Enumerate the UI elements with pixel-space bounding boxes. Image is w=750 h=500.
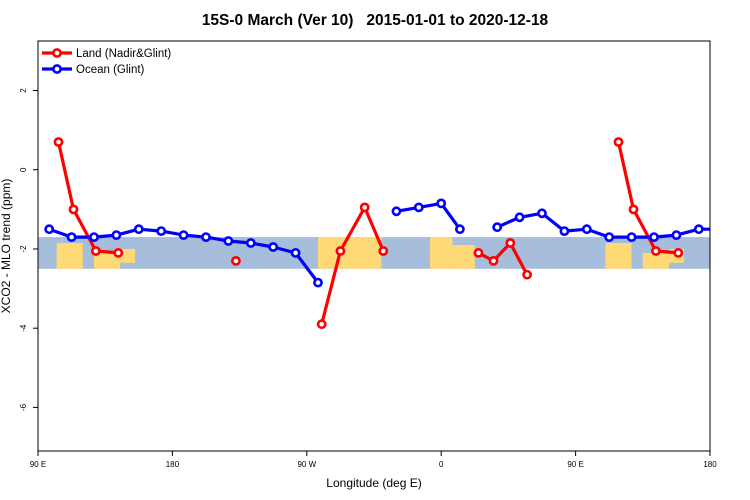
ocean-point-19 — [537, 208, 547, 219]
legend-ocean-label: Ocean (Glint) — [76, 64, 145, 76]
ocean-point-20 — [559, 226, 570, 236]
legend-land-label: Land (Nadir&Glint) — [76, 48, 171, 60]
x-tick-label-5: 180 — [703, 460, 717, 469]
ocean-point-13 — [391, 206, 402, 217]
land-point-11 — [505, 238, 516, 248]
chart-title: 15S-0 March (Ver 10) 2015-01-01 to 2020-… — [202, 12, 549, 29]
ocean-point-16 — [454, 224, 465, 235]
y-tick-label-2: -2 — [19, 245, 28, 253]
land-point-9 — [473, 247, 484, 258]
ocean-point-1 — [66, 232, 77, 242]
land-region-6 — [605, 243, 632, 269]
ocean-point-6 — [178, 230, 189, 240]
land-region-1 — [94, 252, 121, 269]
x-tick-label-2: 90 W — [297, 460, 316, 469]
ocean-point-25 — [671, 230, 682, 240]
x-tick-label-3: 0 — [439, 460, 444, 469]
y-tick-label-0: 2 — [19, 88, 28, 93]
land-point-1 — [68, 204, 79, 215]
y-tick-label-1: 0 — [19, 167, 28, 172]
land-point-5 — [316, 319, 327, 330]
ocean-point-8 — [223, 236, 234, 246]
y-axis-label: XCO2 - MLO trend (ppm) — [0, 179, 13, 314]
x-axis-label: Longitude (deg E) — [326, 476, 421, 490]
land-point-13 — [613, 137, 624, 147]
land-line-2 — [320, 205, 385, 325]
ocean-series — [44, 198, 725, 288]
ocean-point-5 — [156, 226, 167, 236]
land-point-14 — [628, 204, 639, 215]
legend-land-marker — [52, 48, 62, 58]
land-ocean-band — [38, 237, 710, 269]
x-axis: 90 E 180 90 W 0 90 E 180 — [30, 451, 717, 469]
legend: Land (Nadir&Glint) Ocean (Glint) — [42, 48, 171, 76]
ocean-point-27 — [718, 226, 725, 233]
land-region-5 — [452, 245, 475, 269]
x-tick-label-1: 180 — [166, 460, 180, 469]
land-region-7 — [642, 252, 669, 269]
land-point-2 — [91, 246, 101, 256]
land-point-6 — [335, 246, 346, 256]
land-region-4 — [430, 237, 453, 269]
land-point-7 — [359, 202, 370, 213]
land-region-3 — [318, 237, 382, 269]
land-line-0 — [56, 141, 119, 255]
ocean-point-4 — [133, 224, 144, 235]
land-region-2 — [120, 248, 136, 263]
land-point-12 — [522, 269, 532, 280]
ocean-point-3 — [111, 230, 122, 240]
land-point-16 — [673, 247, 684, 258]
ocean-point-18 — [514, 212, 525, 223]
ocean-point-24 — [649, 232, 659, 242]
land-region-0 — [56, 243, 83, 269]
land-line-3 — [477, 241, 529, 276]
land-point-3 — [113, 247, 124, 258]
legend-ocean-marker — [52, 64, 62, 74]
land-point-8 — [378, 246, 389, 256]
ocean-point-14 — [413, 202, 424, 213]
ocean-point-11 — [290, 247, 301, 258]
plot-frame — [37, 40, 711, 452]
ocean-point-0 — [44, 224, 55, 235]
ocean-point-17 — [492, 222, 503, 233]
ocean-point-9 — [245, 238, 256, 248]
land-line-4 — [616, 141, 679, 255]
x-tick-label-4: 90 E — [567, 460, 583, 469]
ocean-point-10 — [268, 242, 279, 252]
land-point-10 — [488, 255, 499, 266]
land-point-4 — [230, 255, 241, 266]
y-tick-label-4: -6 — [19, 403, 28, 411]
land-point-0 — [53, 137, 64, 147]
ocean-point-15 — [436, 198, 447, 209]
y-axis: 2 0 -2 -4 -6 — [19, 88, 38, 411]
y-tick-label-3: -4 — [19, 324, 28, 332]
ocean-point-22 — [604, 232, 615, 242]
ocean-point-7 — [201, 232, 211, 242]
ocean-point-26 — [693, 224, 704, 235]
series-layer — [44, 137, 725, 330]
ocean-point-23 — [626, 232, 637, 242]
ocean-point-2 — [89, 232, 99, 242]
ocean-point-21 — [581, 224, 592, 235]
ocean-point-12 — [313, 277, 323, 288]
land-point-15 — [651, 246, 661, 256]
x-tick-label-0: 90 E — [30, 460, 46, 469]
ocean-line-1 — [396, 201, 462, 231]
land-series — [53, 137, 684, 330]
